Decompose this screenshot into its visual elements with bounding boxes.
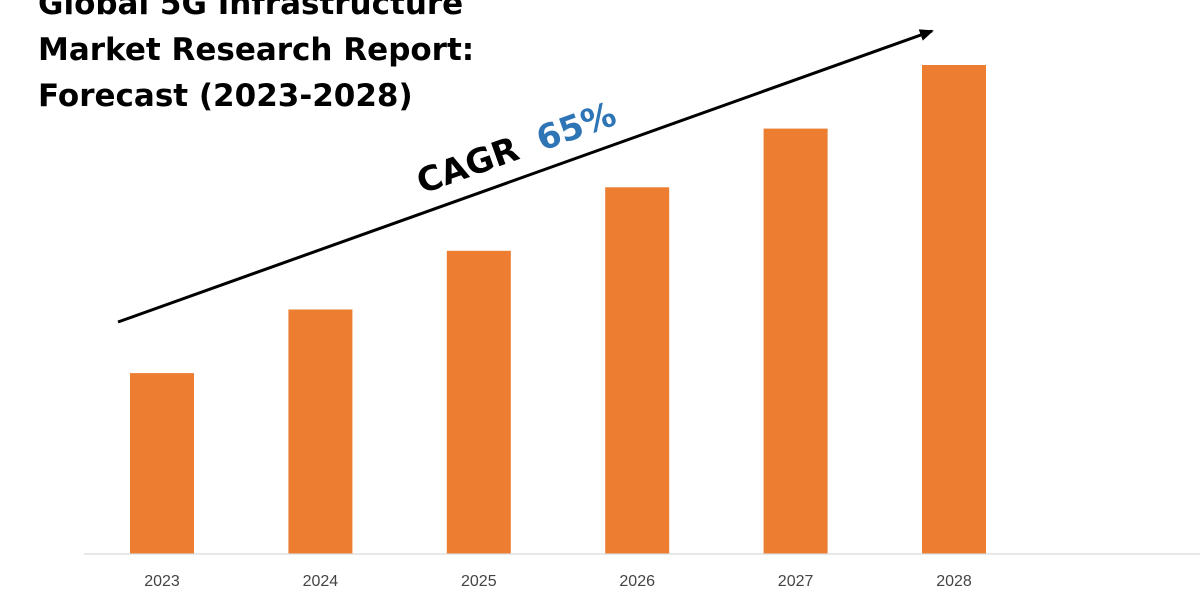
chart-title-line-3: Forecast (2023-2028) xyxy=(38,78,413,114)
bar-2024 xyxy=(288,309,353,554)
bars-group xyxy=(130,65,986,555)
bar-2027 xyxy=(763,128,828,554)
x-tick-label-2023: 2023 xyxy=(144,573,180,590)
chart-title-line-1: Global 5G Infrastructure xyxy=(38,0,463,22)
chart-title-line-2: Market Research Report: xyxy=(38,32,474,68)
trend-arrow xyxy=(117,29,934,324)
x-tick-label-2028: 2028 xyxy=(936,573,972,590)
cagr-value: 65% xyxy=(531,94,621,159)
cagr-prefix: CAGR xyxy=(412,129,525,202)
chart-title: Global 5G Infrastructure Market Research… xyxy=(38,0,474,114)
x-tick-label-2025: 2025 xyxy=(461,573,497,590)
x-tick-label-2026: 2026 xyxy=(619,573,655,590)
bar-2028 xyxy=(922,65,986,554)
bar-2026 xyxy=(605,187,670,555)
cagr-annotation: CAGR 65% xyxy=(412,94,622,202)
x-tick-label-2027: 2027 xyxy=(778,573,814,590)
bar-2025 xyxy=(446,250,511,555)
bar-2023 xyxy=(130,373,194,554)
x-tick-labels: 2023 2024 2025 2026 2027 2028 xyxy=(144,573,972,590)
x-tick-label-2024: 2024 xyxy=(303,573,339,590)
